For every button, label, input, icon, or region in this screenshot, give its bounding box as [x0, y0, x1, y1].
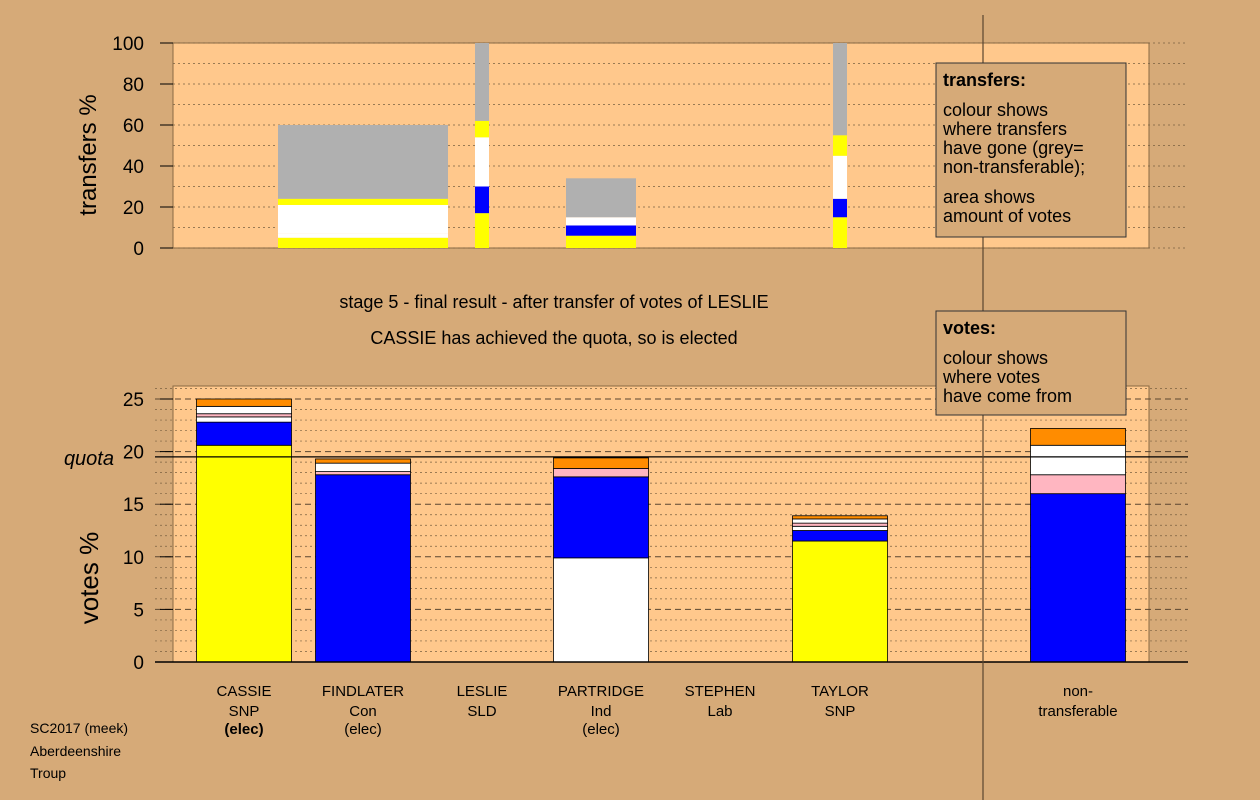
- vote-segment: [196, 405, 292, 415]
- candidate-name: LESLIE: [457, 683, 508, 700]
- vote-segment: [196, 398, 292, 407]
- vote-segment: [792, 525, 888, 531]
- vote-segment: [553, 468, 649, 478]
- candidate-party: Ind: [591, 703, 612, 720]
- candidate-status: (elec): [224, 721, 263, 738]
- y-tick-label: 25: [123, 390, 144, 411]
- footer-line: Troup: [30, 765, 66, 781]
- transfer-segment: [475, 43, 489, 121]
- candidate-name: STEPHEN: [685, 683, 756, 700]
- candidate-party: SLD: [467, 703, 496, 720]
- vote-segment: [315, 471, 411, 476]
- votes-legend: votes: colour shows where votes have com…: [935, 310, 1127, 416]
- transfer-segment: [278, 233, 448, 238]
- candidate-name: TAYLOR: [811, 683, 869, 700]
- candidate-status: (elec): [582, 721, 620, 738]
- transfer-segment: [278, 198, 448, 205]
- candidate-status: (elec): [344, 721, 382, 738]
- vote-segment: [553, 557, 649, 663]
- candidate-name: CASSIE: [216, 683, 271, 700]
- vote-segment: [1030, 444, 1126, 476]
- transfer-segment: [833, 135, 847, 156]
- transfer-segment: [278, 204, 448, 234]
- quota-label: quota: [64, 448, 114, 470]
- vote-segment: [315, 458, 411, 464]
- vote-segment: [792, 530, 888, 542]
- votes-legend-line: have come from: [943, 386, 1072, 406]
- transfers-bars: [278, 43, 847, 248]
- footer-line: SC2017 (meek): [30, 720, 128, 736]
- y-tick-label: 40: [123, 157, 144, 178]
- stage-title: stage 5 - final result - after transfer …: [339, 292, 768, 312]
- candidate-party: SNP: [825, 703, 856, 720]
- vote-segment: [196, 421, 292, 446]
- vote-segment: [553, 476, 649, 559]
- transfers-y-ticks: 0 20 40 60 80 100: [112, 34, 173, 260]
- vote-segment: [792, 515, 888, 520]
- vote-segment: [196, 416, 292, 423]
- vote-segment: [1030, 428, 1126, 446]
- transfer-segment: [566, 217, 636, 226]
- y-tick-label: 60: [123, 116, 144, 137]
- transfer-segment: [833, 43, 847, 136]
- y-tick-label: 20: [123, 198, 144, 219]
- vote-segment: [792, 540, 888, 663]
- y-tick-label: 100: [112, 34, 144, 55]
- candidate-party: Lab: [707, 703, 732, 720]
- vote-segment: [315, 462, 411, 472]
- stage-subtitle: CASSIE has achieved the quota, so is ele…: [370, 328, 737, 348]
- transfer-segment: [833, 198, 847, 218]
- transfer-segment: [566, 235, 636, 248]
- y-tick-label: 20: [123, 443, 144, 464]
- y-tick-label: 0: [133, 653, 144, 674]
- vote-segment: [553, 457, 649, 469]
- transfer-segment: [566, 225, 636, 236]
- transfers-legend-line: amount of votes: [943, 206, 1071, 226]
- footer-line: Aberdeenshire: [30, 743, 121, 759]
- vote-segment: [196, 413, 292, 418]
- candidate-labels: CASSIESNP(elec)FINDLATERCon(elec)LESLIES…: [216, 683, 869, 738]
- votes-legend-title: votes:: [943, 318, 996, 338]
- votes-y-axis-label: votes %: [74, 532, 104, 625]
- nontransferable-label: non-: [1063, 683, 1093, 700]
- y-tick-label: 15: [123, 495, 144, 516]
- y-tick-label: 0: [133, 239, 144, 260]
- transfers-legend-line: where transfers: [942, 119, 1067, 139]
- votes-bars: [196, 398, 1126, 663]
- vote-segment: [792, 518, 888, 524]
- transfers-legend-line: have gone (grey=: [943, 138, 1084, 158]
- vote-segment: [196, 444, 292, 663]
- transfer-segment: [475, 213, 489, 248]
- transfer-segment: [833, 217, 847, 248]
- transfer-segment: [475, 137, 489, 187]
- transfers-legend-line: colour shows: [943, 100, 1048, 120]
- transfers-y-axis-label: transfers %: [75, 94, 102, 215]
- candidate-party: Con: [349, 703, 377, 720]
- y-tick-label: 5: [133, 600, 144, 621]
- vote-segment: [792, 522, 888, 527]
- votes-y-ticks: 0 5 10 15 20 25: [123, 390, 173, 674]
- transfer-segment: [475, 120, 489, 138]
- candidate-name: PARTRIDGE: [558, 683, 644, 700]
- transfer-segment: [833, 155, 847, 199]
- votes-legend-line: colour shows: [943, 348, 1048, 368]
- transfer-segment: [278, 125, 448, 199]
- vote-segment: [1030, 493, 1126, 663]
- vote-segment: [315, 474, 411, 663]
- transfers-legend-line: area shows: [943, 187, 1035, 207]
- vote-segment: [1030, 474, 1126, 495]
- candidate-name: FINDLATER: [322, 683, 404, 700]
- transfer-segment: [278, 237, 448, 248]
- transfers-legend-title: transfers:: [943, 70, 1026, 90]
- transfers-legend: transfers: colour shows where transfers …: [935, 62, 1127, 238]
- transfer-segment: [566, 178, 636, 218]
- y-tick-label: 10: [123, 548, 144, 569]
- votes-legend-line: where votes: [942, 367, 1040, 387]
- transfers-legend-line: non-transferable);: [943, 157, 1085, 177]
- candidate-party: SNP: [229, 703, 260, 720]
- y-tick-label: 80: [123, 75, 144, 96]
- nontransferable-label: transferable: [1038, 703, 1117, 720]
- transfer-segment: [475, 186, 489, 214]
